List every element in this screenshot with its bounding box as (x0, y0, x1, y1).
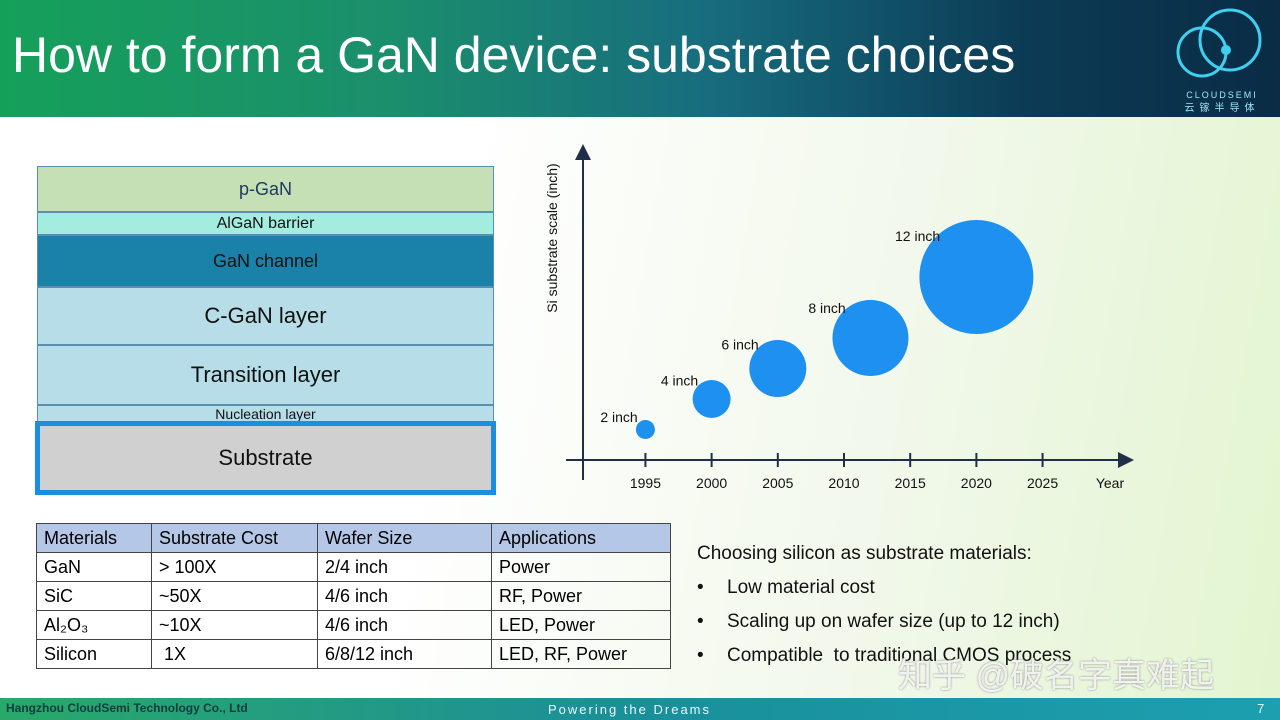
bubble-label: 8 inch (808, 300, 845, 316)
cell: 6/8/12 inch (317, 639, 492, 669)
header: How to form a GaN device: substrate choi… (0, 0, 1280, 117)
cell: Al₂O₃ (36, 610, 152, 640)
table-row: SiC ~50X 4/6 inch RF, Power (36, 581, 671, 611)
y-axis-label: Si substrate scale (inch) (544, 163, 560, 312)
layer: GaN channel (37, 235, 494, 287)
cell: > 100X (151, 552, 318, 582)
bullet-dot: • (697, 611, 704, 632)
table-row: Al₂O₃ ~10X 4/6 inch LED, Power (36, 610, 671, 640)
slogan: Powering the Dreams (548, 702, 711, 717)
bullet-item: • Low material cost (697, 577, 1071, 611)
x-tick-label: 2025 (1027, 475, 1058, 491)
table-row: Silicon 1X 6/8/12 inch LED, RF, Power (36, 639, 671, 669)
layer: p-GaN (37, 166, 494, 212)
cell: Power (491, 552, 671, 582)
table: Materials Substrate Cost Wafer Size Applica… (36, 523, 671, 669)
header-cell: Wafer Size (317, 523, 492, 553)
cell: 1X (151, 639, 318, 669)
layer: Substrate (35, 421, 496, 495)
bullet-text: Scaling up on wafer size (up to 12 inch) (727, 611, 1060, 632)
footer: Hangzhou CloudSemi Technology Co., Ltd P… (0, 698, 1280, 720)
header-cell: Substrate Cost (151, 523, 318, 553)
notes-heading: Choosing silicon as substrate materials: (697, 543, 1032, 564)
bubble-label: 2 inch (600, 409, 637, 425)
page-number: 7 (1257, 701, 1265, 716)
x-tick-label: 2010 (828, 475, 859, 491)
table-header: Materials Substrate Cost Wafer Size Applica… (36, 523, 671, 553)
cell: 2/4 inch (317, 552, 492, 582)
cell: LED, Power (491, 610, 671, 640)
bullet-text: Low material cost (727, 577, 875, 598)
cell: Silicon (36, 639, 152, 669)
bubble (749, 340, 807, 397)
cell: ~50X (151, 581, 318, 611)
notes: Choosing silicon as substrate materials:… (697, 543, 1071, 679)
bubble (692, 380, 731, 418)
bullet-dot: • (697, 577, 704, 598)
header-cell: Materials (36, 523, 152, 553)
x-tick-label: 1995 (630, 475, 661, 491)
cell: SiC (36, 581, 152, 611)
x-tick-label: 2000 (696, 475, 727, 491)
cell: 4/6 inch (317, 581, 492, 611)
logo-dot (1221, 45, 1231, 55)
bubble (832, 300, 909, 376)
logo: CLOUDSEMI 云镓半导体 (1176, 8, 1262, 114)
bullet-text: Compatible to traditional CMOS process (727, 645, 1072, 666)
cell: ~10X (151, 610, 318, 640)
x-tick-label: 2015 (895, 475, 926, 491)
logo-ring (1198, 8, 1262, 72)
title: How to form a GaN device: substrate choi… (12, 27, 1016, 83)
bubble-label: 12 inch (895, 228, 940, 244)
bullet-item: • Scaling up on wafer size (up to 12 inch… (697, 611, 1071, 645)
cell: GaN (36, 552, 152, 582)
cell: 4/6 inch (317, 610, 492, 640)
bullet-item: • Compatible to traditional CMOS process (697, 645, 1071, 679)
layer: AlGaN barrier (37, 212, 494, 235)
logo-cn: 云镓半导体 (1185, 101, 1260, 114)
watermark: 知乎 @破名字真难起 (898, 657, 1214, 695)
cell: RF, Power (491, 581, 671, 611)
bubble (919, 220, 1034, 334)
bubble-label: 6 inch (721, 336, 758, 352)
layer: C-GaN layer (37, 287, 494, 345)
logo-name: CLOUDSEMI (1186, 90, 1258, 100)
bubble-label: 4 inch (661, 373, 698, 389)
bullet-dot: • (697, 645, 704, 666)
cell: LED, RF, Power (491, 639, 671, 669)
layer: Transition layer (37, 345, 494, 405)
x-axis-label: Year (1096, 475, 1125, 491)
x-tick-label: 2005 (762, 475, 793, 491)
layer: Nucleation layer (37, 405, 494, 423)
bubble (635, 420, 655, 439)
table-row: GaN > 100X 2/4 inch Power (36, 552, 671, 582)
x-tick-label: 2020 (961, 475, 992, 491)
header-cell: Applications (491, 523, 671, 553)
company: Hangzhou CloudSemi Technology Co., Ltd (6, 701, 248, 715)
